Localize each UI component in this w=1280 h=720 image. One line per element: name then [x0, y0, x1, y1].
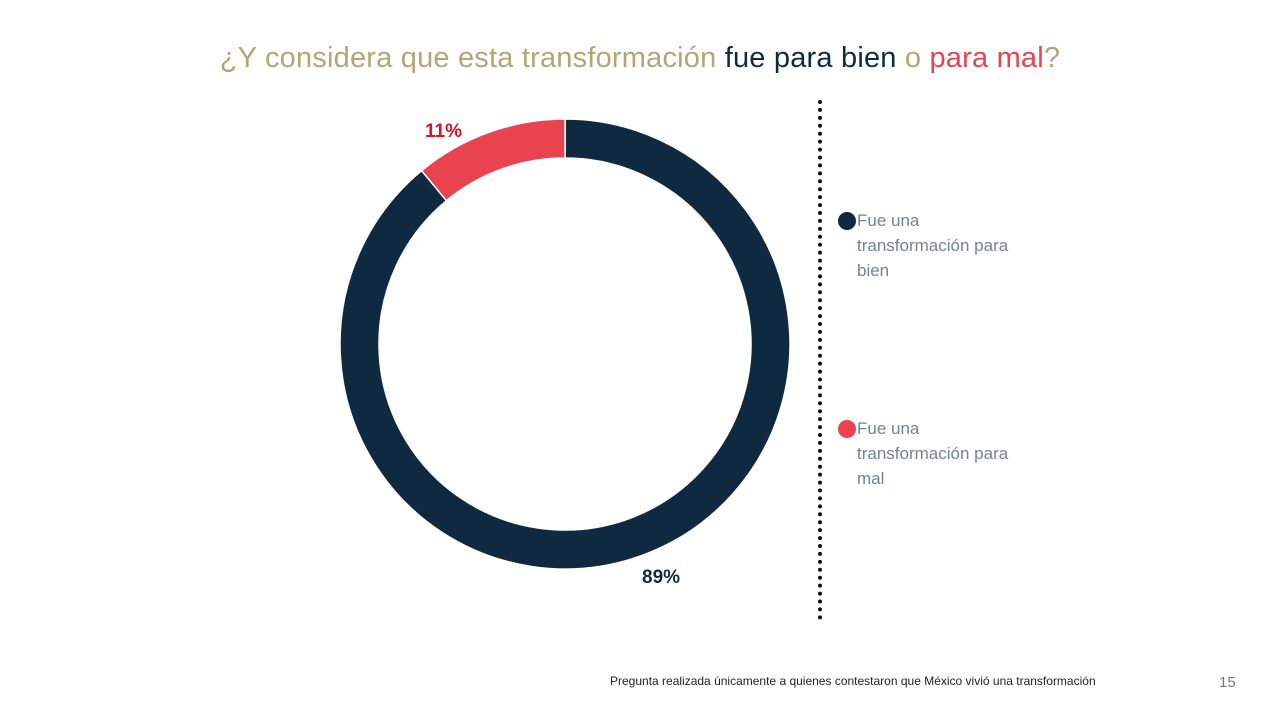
data-label-bad: 11% [425, 121, 462, 142]
donut-slice-bad [420, 118, 566, 202]
legend-label: Fue una transformación para mal [857, 419, 1009, 488]
legend-label: Fue una transformación para bien [857, 211, 1009, 280]
footnote: Pregunta realizada únicamente a quienes … [610, 674, 1096, 688]
dotted-divider [818, 100, 822, 620]
data-label-good: 89% [642, 567, 681, 588]
title-part-or: o [896, 42, 930, 74]
title-part-end: ? [1043, 42, 1061, 74]
legend-dot-icon [838, 420, 856, 438]
title-part-good: fue para bien [724, 42, 897, 74]
legend-dot-icon [838, 212, 856, 230]
legend-item-good: Fue una transformación para bien [838, 208, 1018, 283]
legend-item-bad: Fue una transformación para mal [838, 416, 1018, 491]
title-part-bad: para mal [929, 42, 1044, 74]
page-number: 15 [1219, 674, 1236, 691]
donut-slice-good [339, 118, 791, 570]
title-part-question: ¿Y considera que esta transformación [219, 42, 725, 74]
slide-title: ¿Y considera que esta transformación fue… [0, 42, 1280, 75]
